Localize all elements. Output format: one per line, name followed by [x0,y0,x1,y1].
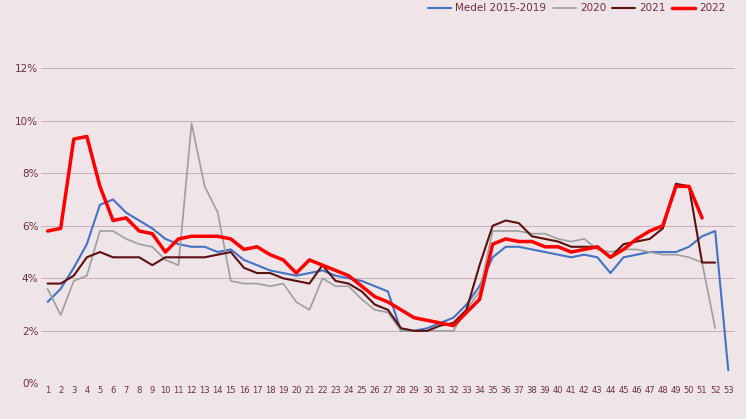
2020 [95,228,104,233]
2020 [475,289,484,294]
2022 [82,134,91,139]
Medel 2015-2019 [109,197,118,202]
Medel 2015-2019 [43,300,52,305]
2022 [449,323,458,328]
2021 [671,181,680,186]
2021 [488,223,497,228]
2020 [711,326,720,331]
Line: Medel 2015-2019: Medel 2015-2019 [48,199,728,370]
2022 [200,234,209,239]
Legend: Medel 2015-2019, 2020, 2021, 2022: Medel 2015-2019, 2020, 2021, 2022 [424,0,730,18]
Medel 2015-2019 [724,368,733,373]
Line: 2021: 2021 [48,184,715,331]
2021 [410,328,419,334]
Medel 2015-2019 [449,315,458,320]
2021 [95,250,104,255]
2020 [187,121,196,126]
2022 [43,228,52,233]
Line: 2020: 2020 [48,123,715,331]
2020 [397,328,406,334]
2021 [43,281,52,286]
2020 [370,307,379,312]
2021 [397,326,406,331]
2022 [266,252,275,257]
2021 [711,260,720,265]
Medel 2015-2019 [488,255,497,260]
2021 [357,289,366,294]
2022 [501,236,510,241]
2021 [279,276,288,281]
2020 [292,300,301,305]
2020 [501,228,510,233]
Medel 2015-2019 [580,252,589,257]
Medel 2015-2019 [239,257,248,262]
2022 [685,184,694,189]
2021 [462,307,471,312]
Medel 2015-2019 [658,250,667,255]
2020 [43,286,52,291]
2020 [423,328,432,334]
Line: 2022: 2022 [48,137,702,326]
2022 [698,215,706,220]
2022 [541,244,550,249]
Medel 2015-2019 [462,302,471,307]
2022 [253,244,262,249]
